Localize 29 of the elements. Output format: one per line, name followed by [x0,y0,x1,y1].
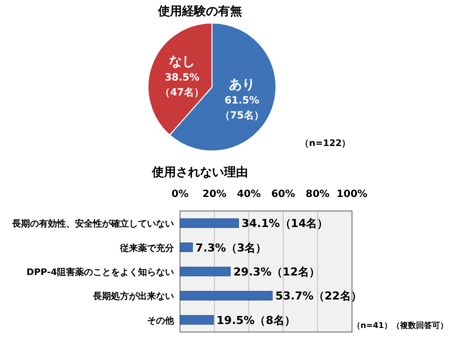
x-tick-label: 100% [336,189,368,200]
bar [180,266,231,276]
x-tick-label: 80% [306,189,330,200]
bar [180,290,273,300]
bar [180,242,193,252]
y-tick-label: 従来薬で充分 [119,242,175,254]
data-label: 29.3%（12名） [233,266,320,278]
data-label: 7.3%（3名） [196,241,267,254]
data-label: 38.5% （47名） [160,72,204,99]
text: （n=122） [300,139,351,149]
x-tick-label: 20% [202,189,226,200]
data-label: 53.7%（22名） [275,290,362,303]
bar [180,218,239,228]
data-label: 61.5% （75名） [220,95,264,122]
y-tick-label: DPP-4阻害薬のことをよく知らない [26,267,174,278]
x-tick-label: 60% [271,189,296,200]
text: （n=41）（複数回答可） [352,321,448,330]
y-tick-label: 長期の有効性、安全性が確立していない [11,218,174,230]
data-label: 19.5%（8名） [216,314,296,327]
x-tick-label: 40% [236,189,261,200]
bar [180,315,214,325]
y-tick-label: その他 [147,315,175,326]
y-tick-label: 長期処方が出来ない [92,291,174,302]
x-tick-label: 0% [172,189,188,200]
slice-label: なし [169,54,196,70]
chart-title: 使用されない理由 [151,165,248,179]
slice-label: あり [228,77,255,92]
chart-title: 使用経験の有無 [157,4,242,18]
data-label: 34.1%（14名） [242,217,328,230]
